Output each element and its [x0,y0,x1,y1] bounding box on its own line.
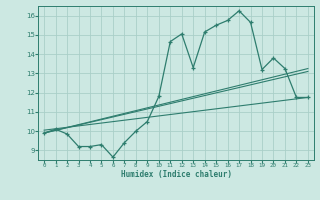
X-axis label: Humidex (Indice chaleur): Humidex (Indice chaleur) [121,170,231,179]
